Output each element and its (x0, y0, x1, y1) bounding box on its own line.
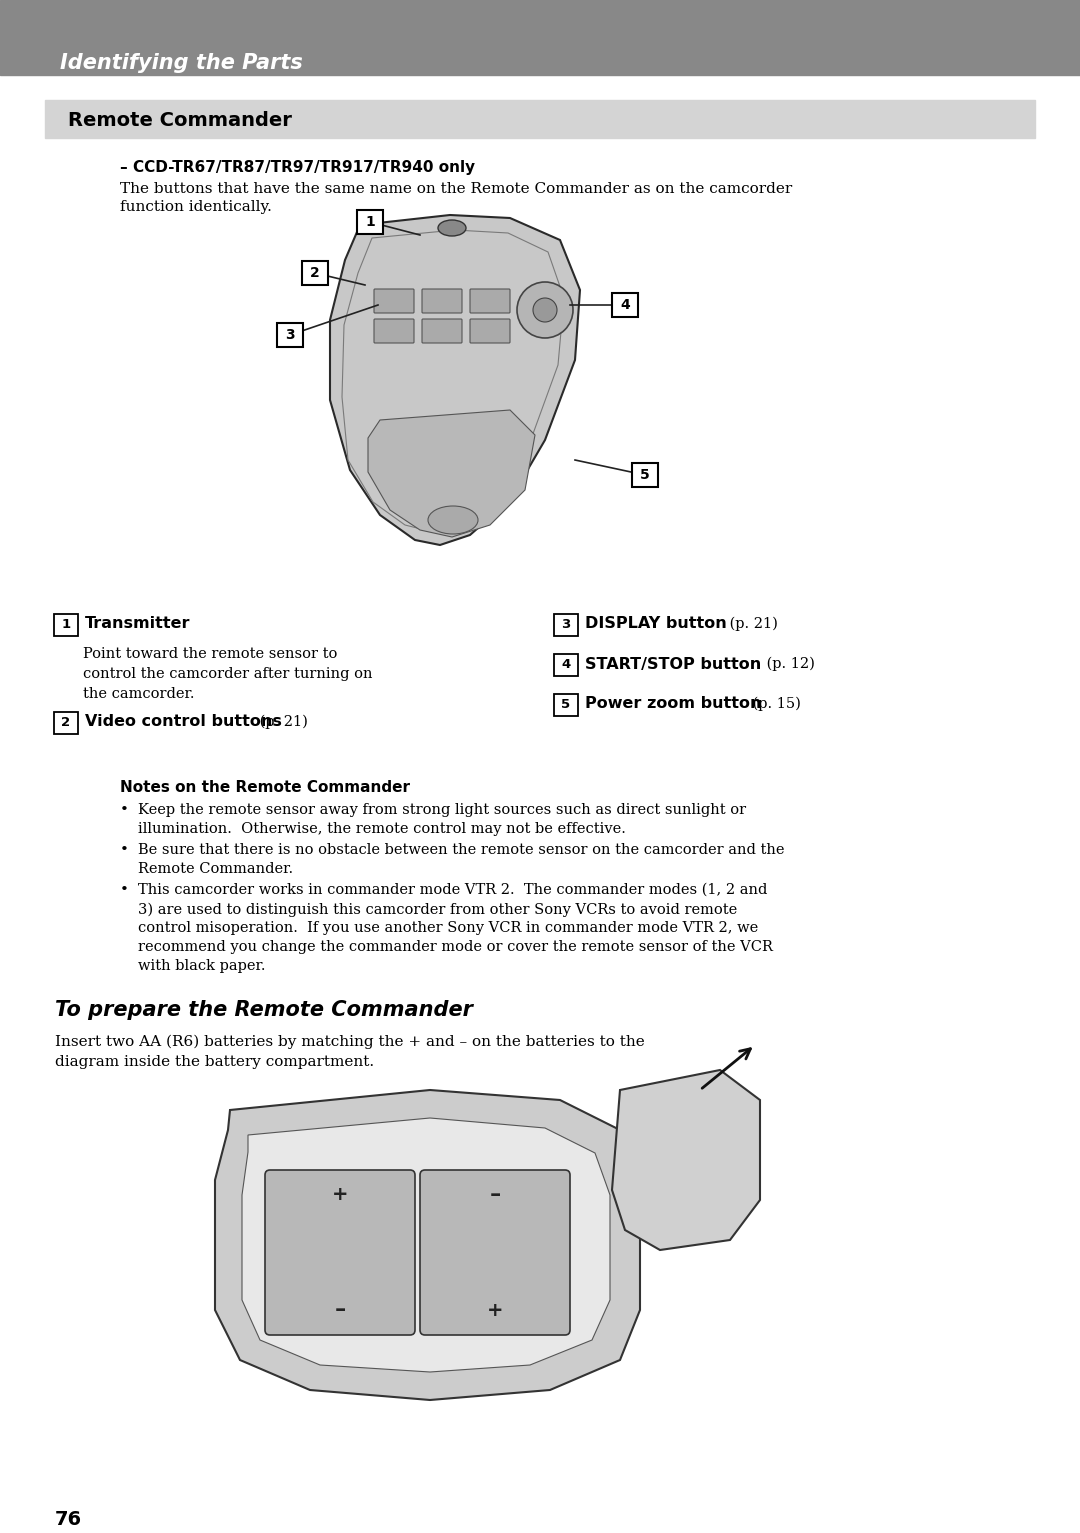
Text: Video control buttons: Video control buttons (85, 714, 282, 730)
FancyBboxPatch shape (554, 615, 578, 636)
Text: 1: 1 (62, 618, 70, 632)
FancyBboxPatch shape (276, 323, 303, 346)
Text: 2: 2 (310, 267, 320, 281)
Text: 5: 5 (640, 468, 650, 481)
FancyBboxPatch shape (54, 711, 78, 734)
FancyBboxPatch shape (612, 293, 638, 317)
Circle shape (517, 282, 573, 337)
Text: function identically.: function identically. (120, 199, 272, 215)
Text: •: • (120, 803, 129, 817)
Text: Remote Commander: Remote Commander (68, 112, 292, 130)
Text: Insert two AA (R6) batteries by matching the + and – on the batteries to the
dia: Insert two AA (R6) batteries by matching… (55, 1035, 645, 1069)
Text: The buttons that have the same name on the Remote Commander as on the camcorder: The buttons that have the same name on t… (120, 182, 793, 196)
Text: (p. 15): (p. 15) (748, 698, 801, 711)
Text: +: + (487, 1300, 503, 1320)
Polygon shape (330, 215, 580, 546)
Text: 4: 4 (562, 659, 570, 671)
FancyBboxPatch shape (374, 319, 414, 343)
Text: DISPLAY button: DISPLAY button (585, 616, 727, 632)
Text: –: – (489, 1185, 501, 1205)
FancyBboxPatch shape (470, 319, 510, 343)
Text: 3: 3 (562, 618, 570, 632)
Polygon shape (215, 1090, 640, 1400)
Text: 3: 3 (285, 328, 295, 342)
Text: Be sure that there is no obstacle between the remote sensor on the camcorder and: Be sure that there is no obstacle betwee… (138, 843, 784, 875)
Text: (p. 21): (p. 21) (255, 714, 308, 730)
FancyBboxPatch shape (302, 261, 328, 285)
Text: 4: 4 (620, 297, 630, 313)
Polygon shape (242, 1118, 610, 1372)
Text: 1: 1 (365, 215, 375, 228)
Text: (p. 21): (p. 21) (725, 616, 778, 632)
Text: Power zoom button: Power zoom button (585, 696, 761, 711)
Text: START/STOP button: START/STOP button (585, 656, 761, 671)
FancyBboxPatch shape (554, 694, 578, 716)
Text: •: • (120, 883, 129, 897)
Text: 5: 5 (562, 699, 570, 711)
Ellipse shape (438, 221, 465, 236)
Text: Transmitter: Transmitter (85, 616, 190, 632)
FancyBboxPatch shape (265, 1170, 415, 1335)
Text: Identifying the Parts: Identifying the Parts (60, 54, 302, 74)
FancyBboxPatch shape (357, 210, 383, 235)
FancyBboxPatch shape (420, 1170, 570, 1335)
Text: This camcorder works in commander mode VTR 2.  The commander modes (1, 2 and
3) : This camcorder works in commander mode V… (138, 883, 773, 973)
FancyBboxPatch shape (554, 655, 578, 676)
Text: – CCD-TR67/TR87/TR97/TR917/TR940 only: – CCD-TR67/TR87/TR97/TR917/TR940 only (120, 159, 475, 175)
Text: To prepare the Remote Commander: To prepare the Remote Commander (55, 1000, 473, 1019)
Circle shape (534, 297, 557, 322)
Bar (0, 0, 1080, 75)
Text: (p. 12): (p. 12) (762, 656, 815, 671)
FancyBboxPatch shape (422, 319, 462, 343)
Polygon shape (612, 1070, 760, 1249)
Bar (45, 100, 1035, 138)
Text: 2: 2 (62, 716, 70, 730)
FancyBboxPatch shape (54, 615, 78, 636)
Text: Keep the remote sensor away from strong light sources such as direct sunlight or: Keep the remote sensor away from strong … (138, 803, 746, 835)
Text: Point toward the remote sensor to
control the camcorder after turning on
the cam: Point toward the remote sensor to contro… (83, 647, 373, 701)
Text: Notes on the Remote Commander: Notes on the Remote Commander (120, 780, 410, 796)
Text: •: • (120, 843, 129, 857)
Polygon shape (368, 409, 535, 537)
Ellipse shape (428, 506, 478, 533)
FancyBboxPatch shape (470, 290, 510, 313)
FancyBboxPatch shape (632, 463, 658, 487)
Text: –: – (335, 1300, 346, 1320)
Text: +: + (332, 1185, 348, 1205)
Text: 76: 76 (55, 1510, 82, 1528)
FancyBboxPatch shape (422, 290, 462, 313)
FancyBboxPatch shape (374, 290, 414, 313)
